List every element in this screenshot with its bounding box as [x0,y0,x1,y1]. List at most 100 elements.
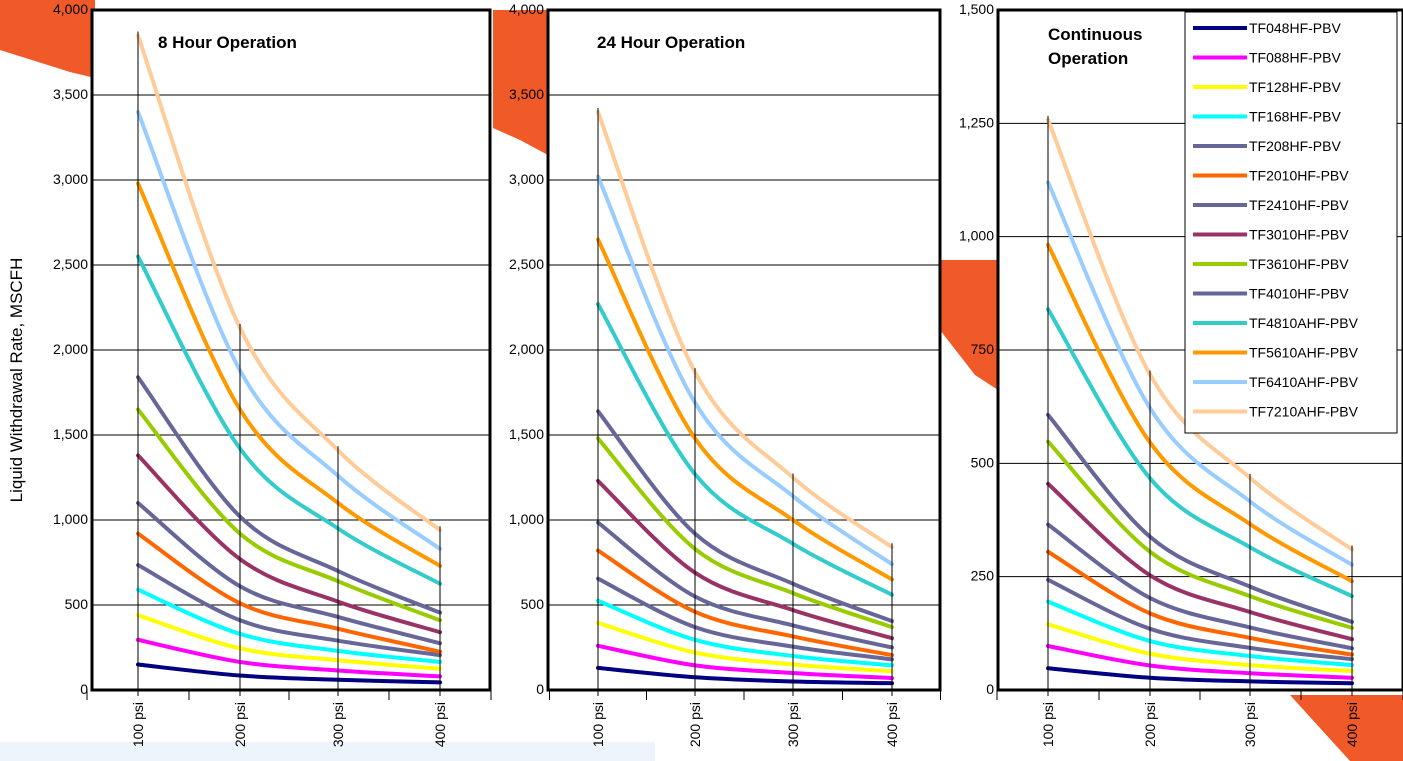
legend-label: TF4810AHF-PBV [1249,315,1359,331]
chart-title: 24 Hour Operation [597,33,745,52]
legend: TF048HF-PBV TF088HF-PBV TF128HF-PBV TF168HF… [1184,11,1398,434]
y-tick-label: 2,000 [53,341,88,357]
x-tick-label: 300 psi [785,702,801,747]
series-line-TF168HF-PBV [596,598,894,668]
y-tick-label: 2,500 [53,256,88,272]
series-line-TF4010HF-PBV [136,375,442,615]
series-line-TF6410AHF-PBV [596,174,894,567]
legend-label: TF048HF-PBV [1249,20,1341,36]
series-line-TF2410HF-PBV [1046,522,1354,651]
y-tick-label: 1,000 [959,228,994,244]
y-tick-label: 500 [65,596,89,612]
series-line-TF6410AHF-PBV [136,110,442,551]
y-tick-label: 4,000 [509,1,544,17]
series-line-TF5610AHF-PBV [136,181,442,568]
series-line-TF5610AHF-PBV [596,237,894,582]
series-line-TF048HF-PBV [596,665,894,686]
plot-border [90,8,492,692]
plot-border [546,8,942,692]
legend-label: TF128HF-PBV [1249,79,1341,95]
series-line-TF3010HF-PBV [596,478,894,641]
chart-title: Operation [1048,49,1128,68]
x-tick-label: 200 psi [687,702,703,747]
series-line-TF2010HF-PBV [1046,549,1354,657]
series-group [136,33,442,685]
y-tick-label: 1,500 [959,1,994,17]
accent-shape-top-center [493,10,548,155]
accent-shape-bottom-right [1290,695,1403,761]
x-tick-label: 300 psi [1242,702,1258,747]
x-tick-label: 300 psi [330,702,346,747]
x-tick-label: 200 psi [1142,702,1158,747]
legend-label: TF6410AHF-PBV [1249,374,1359,390]
y-tick-label: 750 [971,341,995,357]
series-line-TF2010HF-PBV [136,531,442,654]
x-tick-label: 200 psi [232,702,248,747]
series-group [1046,117,1354,686]
legend-item: TF4010HF-PBV [1193,286,1349,302]
series-line-TF208HF-PBV [1046,577,1354,662]
series-line-TF7210AHF-PBV [596,110,894,550]
legend-label: TF3010HF-PBV [1249,227,1349,243]
series-line-TF2010HF-PBV [596,548,894,658]
y-tick-label: 1,250 [959,114,994,130]
legend-label: TF4010HF-PBV [1249,286,1349,302]
legend-item: TF7210AHF-PBV [1193,404,1359,420]
series-line-TF7210AHF-PBV [136,33,442,533]
accent-shape-right-center [940,260,998,390]
series-line-TF4010HF-PBV [1046,412,1354,624]
series-line-TF128HF-PBV [596,620,894,674]
chart-panel-1: 0 500 1,000 1,500 2,000 2,500 3,000 3,500 4,000 1… [7,1,492,747]
series-line-TF208HF-PBV [596,576,894,662]
legend-item: TF3610HF-PBV [1193,256,1349,272]
legend-label: TF2010HF-PBV [1249,168,1349,184]
x-tick-label: 400 psi [884,702,900,747]
series-line-TF088HF-PBV [596,643,894,681]
legend-item: TF6410AHF-PBV [1193,374,1359,390]
x-tick-label: 100 psi [130,702,146,747]
series-line-TF2410HF-PBV [596,520,894,650]
y-axis-label: Liquid Withdrawal Rate, MSCFH [7,258,26,503]
x-tick-label: 400 psi [1344,702,1360,747]
y-tick-label: 1,500 [53,426,88,442]
y-tick-label: 3,000 [509,171,544,187]
series-line-TF088HF-PBV [1046,644,1354,680]
y-tick-label: 0 [986,681,994,697]
x-tick-label: 100 psi [590,702,606,747]
series-line-TF4810AHF-PBV [596,302,894,597]
series-line-TF4810AHF-PBV [1046,307,1354,599]
y-tick-label: 500 [521,596,545,612]
legend-label: TF088HF-PBV [1249,50,1341,66]
series-line-TF3610HF-PBV [1046,439,1354,630]
series-line-TF208HF-PBV [136,563,442,658]
series-line-TF6410AHF-PBV [1046,180,1354,567]
series-line-TF168HF-PBV [136,587,442,664]
legend-item: TF128HF-PBV [1193,79,1341,95]
legend-label: TF2410HF-PBV [1249,197,1349,213]
legend-label: TF208HF-PBV [1249,138,1341,154]
legend-label: TF5610AHF-PBV [1249,345,1359,361]
series-line-TF168HF-PBV [1046,599,1354,668]
y-tick-label: 1,500 [509,426,544,442]
legend-item: TF2010HF-PBV [1193,168,1349,184]
series-line-TF3010HF-PBV [136,453,442,635]
y-tick-label: 1,000 [509,511,544,527]
series-line-TF128HF-PBV [136,613,442,671]
accent-shape-top-left [0,0,95,78]
legend-item: TF088HF-PBV [1193,50,1341,66]
legend-item: TF3010HF-PBV [1193,227,1349,243]
y-tick-label: 3,500 [509,86,544,102]
legend-item: TF5610AHF-PBV [1193,345,1359,361]
series-line-TF4010HF-PBV [596,409,894,624]
legend-item: TF2410HF-PBV [1193,197,1349,213]
y-tick-label: 2,500 [509,256,544,272]
series-line-TF088HF-PBV [136,637,442,679]
series-line-TF048HF-PBV [136,662,442,685]
series-line-TF7210AHF-PBV [1046,117,1354,552]
chart-panel-2: 0 500 1,000 1,500 2,000 2,500 3,000 3,500 4,000 1… [509,1,942,747]
y-tick-label: 3,000 [53,171,88,187]
y-tick-label: 0 [536,681,544,697]
legend-item: TF4810AHF-PBV [1193,315,1359,331]
chart-title: 8 Hour Operation [158,33,297,52]
